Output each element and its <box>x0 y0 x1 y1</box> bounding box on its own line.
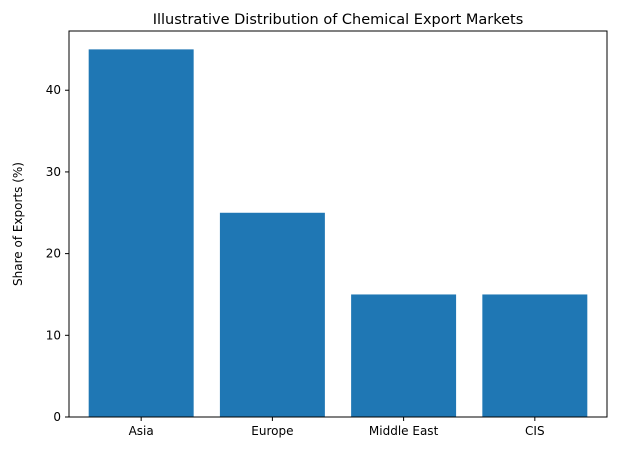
bar-europe <box>219 212 325 417</box>
y-tick-label: 40 <box>46 83 61 97</box>
y-axis-label: Share of Exports (%) <box>11 162 25 286</box>
x-tick-label: Asia <box>129 424 154 438</box>
x-tick-label: Middle East <box>369 424 439 438</box>
bar-cis <box>482 294 588 417</box>
y-axis-ticks: 0 10 20 30 40 <box>46 83 69 424</box>
y-tick-label: 10 <box>46 328 61 342</box>
bars-group <box>88 49 588 417</box>
bar-asia <box>88 49 194 417</box>
chart-title: Illustrative Distribution of Chemical Ex… <box>153 12 524 28</box>
x-tick-label: CIS <box>525 424 545 438</box>
x-axis-ticks: Asia Europe Middle East CIS <box>129 417 545 438</box>
y-tick-label: 30 <box>46 165 61 179</box>
x-tick-label: Europe <box>251 424 293 438</box>
y-tick-label: 0 <box>53 410 61 424</box>
bar-middle-east <box>351 294 457 417</box>
plot-frame <box>68 30 608 418</box>
y-tick-label: 20 <box>46 247 61 261</box>
